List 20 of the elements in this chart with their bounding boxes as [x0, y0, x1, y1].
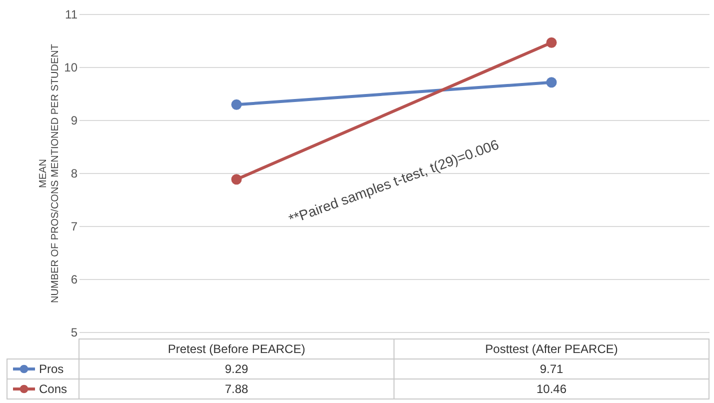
y-tick-label: 10 — [64, 60, 78, 74]
y-tick-label: 11 — [65, 8, 78, 22]
point — [231, 99, 242, 110]
point — [546, 77, 557, 88]
y-axis-title: MEAN NUMBER OF PROS/CONS MENTIONED PER STUDENT — [38, 44, 62, 303]
legend-label: Pros — [39, 362, 64, 376]
point — [546, 37, 557, 48]
data-label: 9.71 — [540, 362, 564, 376]
point — [231, 174, 242, 185]
x-tick-label: Pretest (Before PEARCE) — [168, 342, 306, 356]
y-tick-label: 7 — [70, 220, 78, 234]
data-label: 7.88 — [224, 382, 248, 396]
legend-label: Cons — [39, 382, 68, 396]
y-tick-label: 9 — [70, 114, 78, 128]
data-label: 10.46 — [536, 382, 567, 396]
x-tick-label: Posttest (After PEARCE) — [485, 342, 618, 356]
y-tick-label: 6 — [70, 272, 78, 286]
data-label: 9.29 — [224, 362, 248, 376]
y-tick-label: 8 — [70, 166, 78, 180]
y-tick-label: 5 — [70, 326, 78, 340]
